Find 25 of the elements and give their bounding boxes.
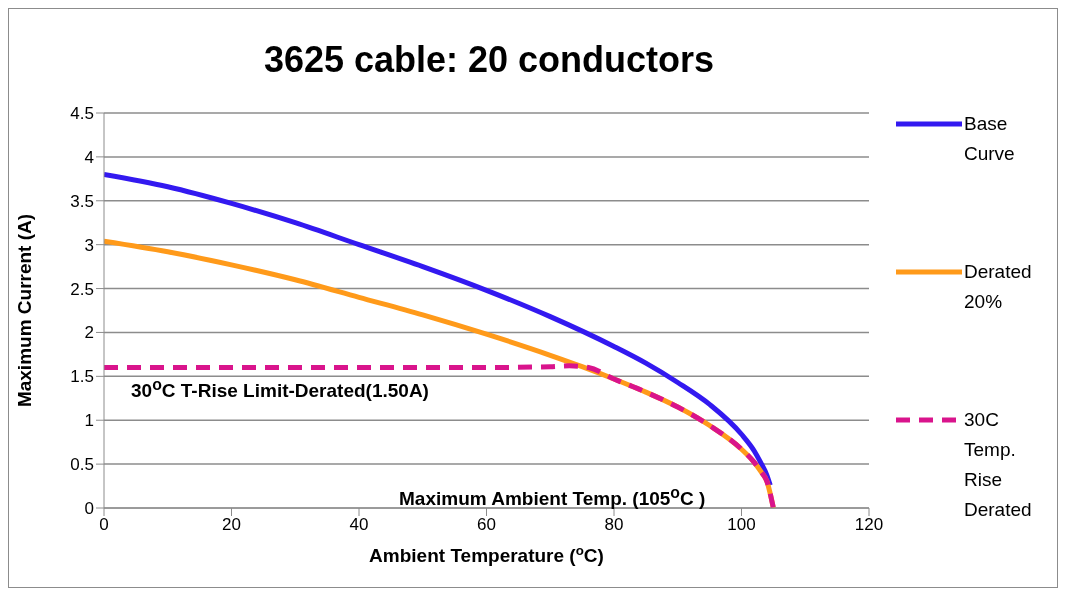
y-tick-label: 0 xyxy=(84,499,94,519)
y-tick-label: 4 xyxy=(84,147,94,167)
legend-label: Base Curve xyxy=(964,112,1016,166)
legend-label: 30C Temp. Rise Derated xyxy=(964,408,1033,522)
x-axis-title: Ambient Temperature ($^{o}$C) xyxy=(369,542,604,566)
x-tick-label: 60 xyxy=(477,515,496,535)
annotation: 30$^{o}$C T-Rise Limit-Derated(1.50A) xyxy=(131,376,429,403)
x-tick-label: 20 xyxy=(222,515,241,535)
y-tick-label: 0.5 xyxy=(70,455,94,475)
x-tick-label: 40 xyxy=(349,515,369,535)
annotation: Maximum Ambient Temp. (105$^{o}$C ) xyxy=(399,484,706,511)
x-tick-label: 100 xyxy=(727,515,756,535)
x-tick-label: 80 xyxy=(604,515,624,535)
y-tick-label: 2.5 xyxy=(70,279,94,299)
y-tick-label: 4.5 xyxy=(70,104,94,124)
y-tick-label: 2 xyxy=(84,323,94,343)
legend-label: Derated 20% xyxy=(964,260,1033,314)
x-tick-label: 0 xyxy=(99,515,109,535)
y-axis-title: Maximum Current (A) xyxy=(14,213,35,408)
y-tick-label: 3 xyxy=(84,235,94,255)
y-tick-label: 1.5 xyxy=(70,367,94,387)
y-tick-label: 3.5 xyxy=(70,191,94,211)
y-tick-label: 1 xyxy=(84,411,94,431)
x-tick-label: 120 xyxy=(854,515,884,535)
chart-title: 3625 cable: 20 conductors xyxy=(262,39,716,81)
